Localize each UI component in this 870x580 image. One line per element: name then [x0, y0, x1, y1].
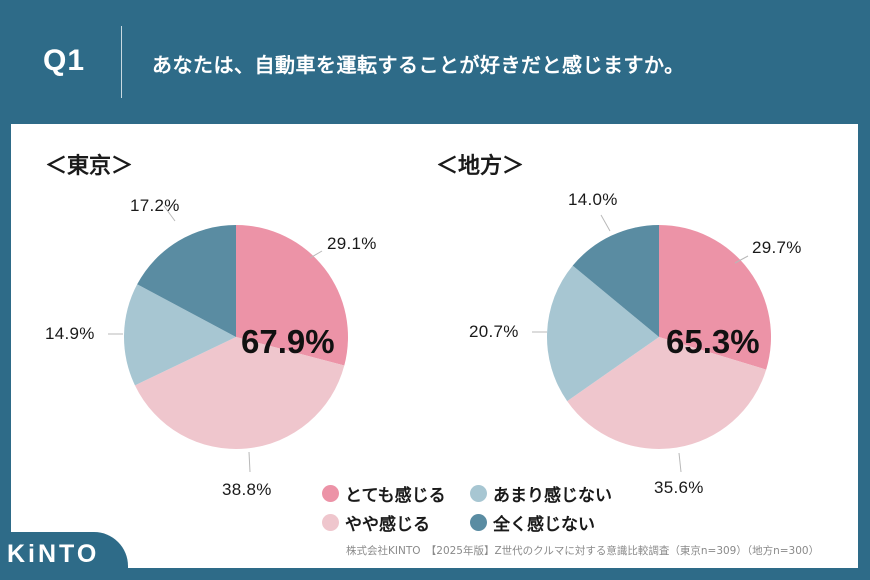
- pie-slice-not-much: [546, 265, 659, 402]
- pie-chart-rural: [546, 225, 771, 450]
- legend-dot-icon: [322, 514, 339, 531]
- tokyo-somewhat-label: 38.8%: [222, 480, 272, 499]
- rural-very-much-label: 29.7%: [752, 238, 802, 257]
- legend-item-somewhat: やや感じる: [322, 510, 430, 535]
- tokyo-total-label: 67.9%: [241, 323, 335, 360]
- legend-label: 全く感じない: [493, 515, 595, 535]
- legend-item-not-at-all: 全く感じない: [470, 510, 595, 535]
- legend-dot-icon: [470, 514, 487, 531]
- question-number: Q1: [43, 44, 86, 77]
- legend-dot-icon: [470, 485, 487, 502]
- pie-slice-somewhat: [134, 337, 345, 450]
- legend-label: とても感じる: [345, 486, 446, 506]
- tokyo-very-much-label: 29.1%: [327, 234, 377, 253]
- header-bar: Q1 あなたは、自動車を運転することが好きだと感じますか。: [0, 0, 870, 123]
- question-title: あなたは、自動車を運転することが好きだと感じますか。: [152, 53, 685, 77]
- logo-tab: [0, 532, 128, 580]
- legend-label: やや感じる: [345, 515, 430, 535]
- pie-slice-not-at-all: [572, 225, 659, 337]
- legend-label: あまり感じない: [493, 486, 612, 506]
- tokyo-title: ＜東京＞: [45, 154, 134, 179]
- legend-item-not-much: あまり感じない: [470, 481, 612, 506]
- pie-chart-tokyo: [124, 225, 348, 450]
- tokyo-not-much-label: 14.9%: [45, 324, 95, 343]
- pie-slice-not-at-all: [137, 225, 236, 337]
- legend-item-very-much: とても感じる: [322, 481, 446, 506]
- rural-not-at-all-label: 14.0%: [568, 190, 618, 209]
- header-divider: [121, 26, 122, 98]
- pie-slice-somewhat: [567, 337, 767, 450]
- legend-dot-icon: [322, 485, 339, 502]
- pie-slice-very-much: [236, 225, 348, 366]
- tokyo-not-at-all-label: 17.2%: [130, 196, 180, 215]
- rural-not-much-label: 20.7%: [469, 322, 519, 341]
- rural-title: ＜地方＞: [436, 154, 525, 179]
- pie-slice-very-much: [659, 225, 771, 370]
- kinto-logo: KiNTO: [7, 540, 100, 568]
- source-footnote: 株式会社KINTO 【2025年版】Z世代のクルマに対する意識比較調査（東京n=…: [346, 545, 820, 557]
- rural-somewhat-label: 35.6%: [654, 478, 704, 497]
- rural-total-label: 65.3%: [666, 323, 760, 360]
- leader-lines: [108, 205, 749, 473]
- pie-slice-not-much: [124, 284, 236, 386]
